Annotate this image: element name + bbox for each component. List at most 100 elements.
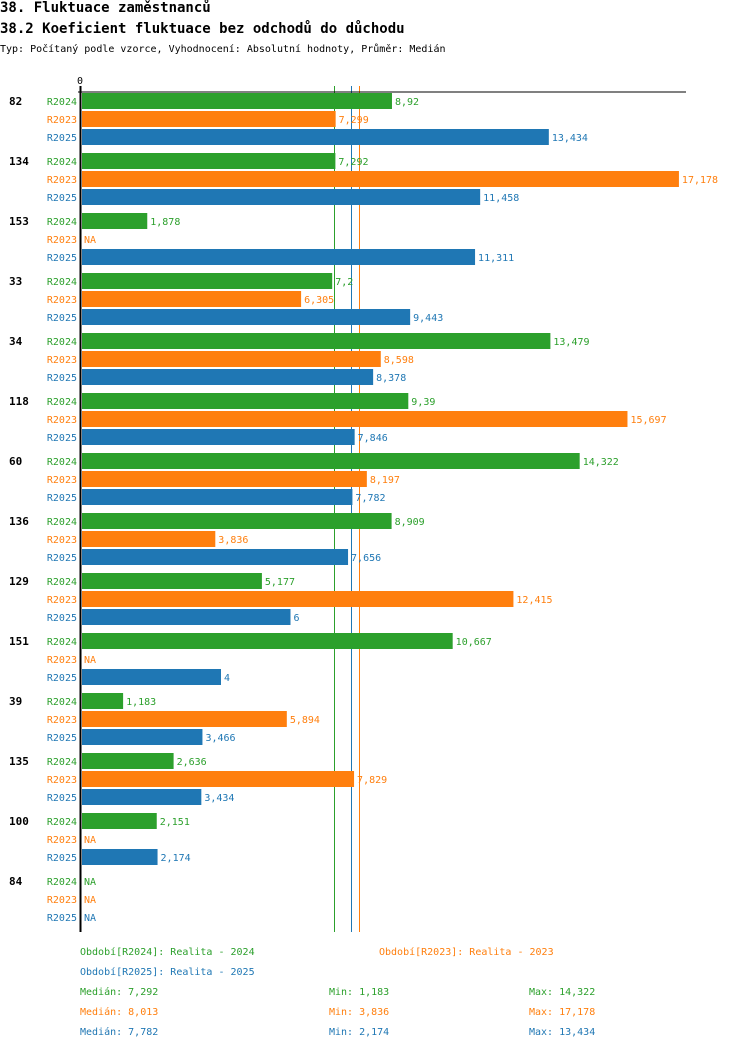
bar-r2023-135: [82, 771, 355, 787]
bar-r2024-33: [82, 273, 333, 289]
data-label: 11,311: [478, 253, 514, 264]
series-label: R2024: [47, 157, 77, 168]
data-label: 7,299: [339, 115, 369, 126]
data-label: 7,292: [338, 157, 368, 168]
series-label: R2023: [47, 475, 77, 486]
data-label: NA: [84, 895, 96, 906]
bar-r2025-39: [82, 729, 203, 745]
category-label: 84: [9, 875, 23, 888]
category-label: 60: [9, 455, 22, 468]
stat-median-r2024: Medián: 7,292: [80, 987, 159, 998]
series-label: R2023: [47, 715, 77, 726]
bar-r2024-136: [82, 513, 392, 529]
series-label: R2025: [47, 193, 77, 204]
series-label: R2023: [47, 295, 77, 306]
data-label: 7,846: [358, 433, 388, 444]
bar-r2023-34: [82, 351, 381, 367]
series-label: R2023: [47, 775, 77, 786]
bar-r2025-129: [82, 609, 291, 625]
x-tick-label: 0: [77, 76, 83, 87]
data-label: 3,434: [204, 793, 234, 804]
data-label: 7,2: [335, 277, 353, 288]
bar-r2024-118: [82, 393, 409, 409]
series-label: R2024: [47, 817, 77, 828]
stat-median-r2025: Medián: 7,782: [80, 1027, 159, 1038]
data-label: 2,174: [161, 853, 191, 864]
data-label: 5,177: [265, 577, 295, 588]
series-label: R2024: [47, 457, 77, 468]
bar-r2023-129: [82, 591, 514, 607]
bar-r2023-118: [82, 411, 628, 427]
bar-r2025-34: [82, 369, 374, 385]
bar-r2024-100: [82, 813, 157, 829]
stat-max-r2023: Max: 17,178: [529, 1007, 596, 1018]
data-label: 3,836: [218, 535, 248, 546]
data-label: 14,322: [583, 457, 619, 468]
data-label: NA: [84, 835, 96, 846]
series-label: R2024: [47, 97, 77, 108]
data-label: 2,636: [177, 757, 207, 768]
bar-r2024-39: [82, 693, 124, 709]
bar-r2025-60: [82, 489, 353, 505]
axes: [78, 86, 686, 932]
data-label: 8,92: [395, 97, 419, 108]
data-label: 7,829: [357, 775, 387, 786]
series-label: R2025: [47, 133, 77, 144]
bar-r2023-39: [82, 711, 287, 727]
data-label: 4: [224, 673, 230, 684]
data-label: NA: [84, 235, 96, 246]
bar-r2025-33: [82, 309, 411, 325]
series-label: R2025: [47, 373, 77, 384]
stat-max-r2025: Max: 13,434: [529, 1027, 596, 1038]
series-label: R2023: [47, 895, 77, 906]
page-title: 38. Fluktuace zaměstnanců: [0, 0, 211, 16]
bars: [82, 93, 679, 865]
data-label: 7,656: [351, 553, 381, 564]
data-label: 9,443: [413, 313, 443, 324]
bar-r2024-135: [82, 753, 174, 769]
data-label: NA: [84, 913, 96, 924]
series-label: R2024: [47, 637, 77, 648]
legend-item-r2023: Období[R2023]: Realita - 2023: [379, 947, 554, 958]
labels: 0 82 R2024 8,92 R2023 7,299 R2025 13,434 134 R202…: [9, 76, 718, 924]
bar-r2024-153: [82, 213, 148, 229]
category-label: 33: [9, 275, 22, 288]
data-label: 8,598: [384, 355, 414, 366]
data-label: 2,151: [160, 817, 190, 828]
category-label: 135: [9, 755, 29, 768]
series-label: R2024: [47, 697, 77, 708]
data-label: 5,894: [290, 715, 320, 726]
data-label: 13,434: [552, 133, 588, 144]
series-label: R2025: [47, 313, 77, 324]
series-label: R2024: [47, 517, 77, 528]
series-label: R2025: [47, 673, 77, 684]
bar-r2025-151: [82, 669, 221, 685]
category-label: 82: [9, 95, 22, 108]
bar-r2024-129: [82, 573, 262, 589]
category-label: 136: [9, 515, 29, 528]
bar-r2024-34: [82, 333, 551, 349]
data-label: 1,183: [126, 697, 156, 708]
series-label: R2023: [47, 595, 77, 606]
series-label: R2023: [47, 835, 77, 846]
stat-min-r2023: Min: 3,836: [329, 1007, 390, 1018]
data-label: 17,178: [682, 175, 718, 186]
data-label: 6,305: [304, 295, 334, 306]
data-label: 15,697: [630, 415, 666, 426]
category-label: 153: [9, 215, 29, 228]
category-label: 129: [9, 575, 29, 588]
data-label: 8,909: [395, 517, 425, 528]
series-label: R2024: [47, 397, 77, 408]
bar-r2025-134: [82, 189, 481, 205]
series-label: R2024: [47, 337, 77, 348]
bar-r2024-60: [82, 453, 580, 469]
data-label: 12,415: [516, 595, 552, 606]
data-label: NA: [84, 655, 96, 666]
series-label: R2024: [47, 877, 77, 888]
bar-r2025-136: [82, 549, 349, 565]
series-label: R2025: [47, 793, 77, 804]
category-label: 151: [9, 635, 29, 648]
bar-r2025-153: [82, 249, 476, 265]
bar-r2023-136: [82, 531, 216, 547]
series-label: R2025: [47, 613, 77, 624]
